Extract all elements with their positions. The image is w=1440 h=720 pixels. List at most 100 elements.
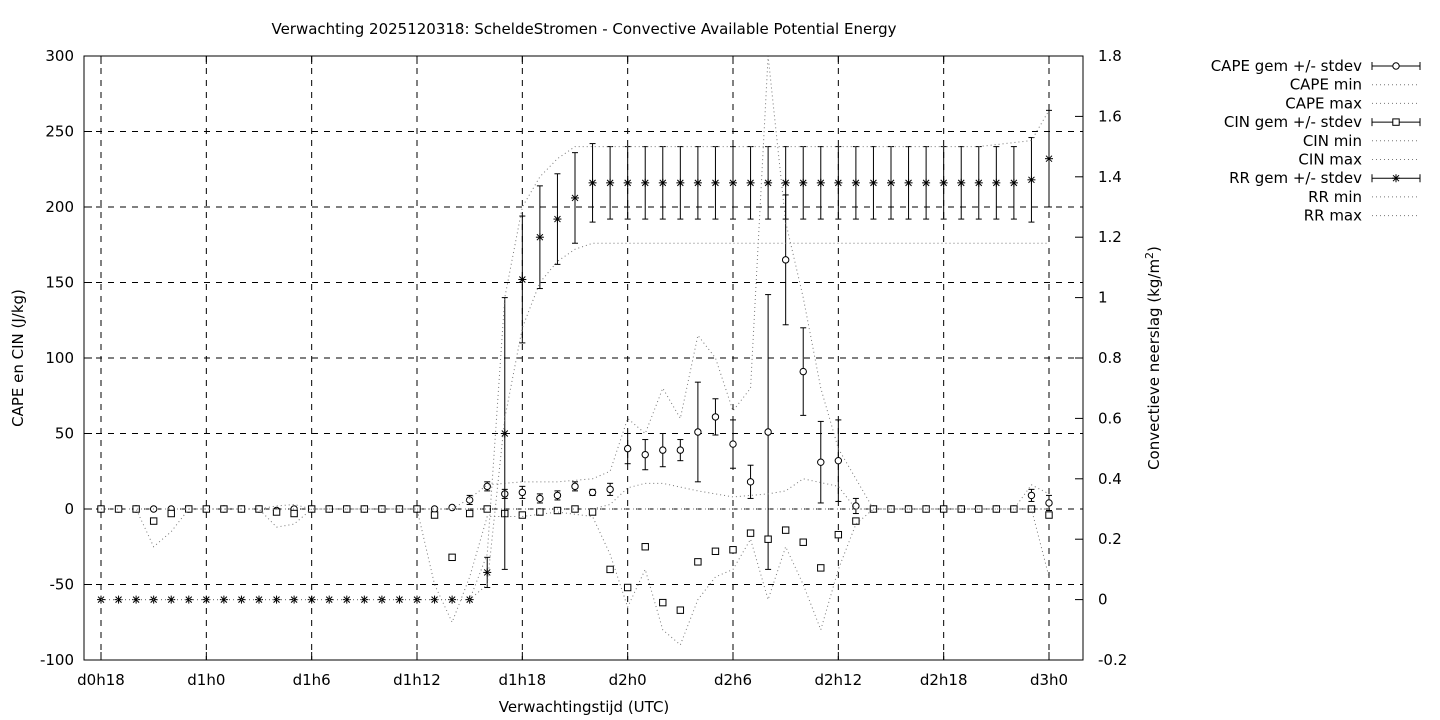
star-stroke — [343, 596, 351, 603]
data-point — [746, 529, 755, 537]
data-point — [606, 565, 614, 574]
data-point — [764, 535, 772, 543]
data-point — [957, 178, 966, 187]
data-point — [746, 478, 755, 486]
data-point — [588, 488, 597, 497]
data-point — [290, 509, 298, 518]
star-stroke — [167, 596, 175, 603]
y2-tick-label: 1.8 — [1098, 47, 1122, 65]
data-point — [711, 547, 720, 555]
data-point — [290, 595, 299, 604]
star-stroke — [799, 179, 807, 187]
y2-tick-label: 1.6 — [1098, 107, 1122, 125]
star-stroke — [290, 596, 298, 603]
legend-label: RR max — [1304, 207, 1362, 225]
star-stroke — [624, 179, 632, 187]
x-tick-label: d1h0 — [187, 671, 225, 689]
y2-axis-label-main: Convectieve neerslag (kg/m — [1145, 259, 1163, 470]
star-stroke — [852, 179, 860, 187]
y-tick-label: 200 — [45, 198, 74, 216]
data-point — [606, 178, 615, 187]
x-axis-label: Verwachtingstijd (UTC) — [499, 698, 670, 716]
y2-tick-label: 1 — [1098, 289, 1108, 307]
data-point — [711, 413, 720, 421]
y2-axis-label: Convectieve neerslag (kg/m2) — [1143, 246, 1163, 470]
star-stroke — [185, 596, 193, 603]
x-tick-label: d1h12 — [393, 671, 441, 689]
star-stroke — [431, 596, 438, 603]
data-point — [781, 526, 790, 534]
cape-max-line — [101, 55, 1050, 510]
data-point — [1027, 175, 1036, 184]
data-point — [184, 595, 193, 604]
star-stroke — [957, 179, 965, 187]
y-tick-label: -50 — [50, 576, 75, 594]
data-point — [571, 505, 579, 513]
data-point — [658, 178, 667, 187]
y2-tick-label: 0.4 — [1098, 470, 1122, 488]
data-point — [694, 428, 702, 436]
star-stroke — [255, 596, 263, 603]
data-point — [255, 505, 263, 513]
data-point — [588, 178, 597, 187]
data-point — [887, 178, 895, 187]
legend-label: RR min — [1308, 188, 1362, 206]
data-point — [852, 517, 860, 525]
y2-tick-label: 0.6 — [1098, 409, 1122, 427]
y-axis-label: CAPE en CIN (J/kg) — [9, 289, 27, 427]
legend-label: CIN max — [1298, 151, 1362, 169]
legend-entry: CIN min — [1303, 132, 1420, 150]
star-stroke — [536, 233, 544, 241]
legend-entry: CAPE gem +/- stdev — [1211, 57, 1421, 75]
star-stroke — [1010, 179, 1018, 187]
data-point — [465, 496, 474, 504]
data-point — [623, 178, 632, 187]
data-point — [114, 595, 123, 604]
data-point — [904, 178, 913, 187]
data-point — [939, 178, 948, 187]
data-point — [219, 595, 228, 604]
rr-max-series — [101, 110, 1050, 601]
data-point — [272, 508, 281, 516]
data-point — [851, 178, 860, 187]
star-stroke — [1045, 155, 1053, 163]
cape-gem-stdev-series — [97, 194, 1053, 570]
y2-axis-label-sup: 2 — [1143, 252, 1156, 259]
legend-label: RR gem +/- stdev — [1229, 169, 1362, 187]
data-point — [1027, 491, 1036, 500]
star-stroke — [940, 179, 948, 187]
data-point — [641, 178, 650, 187]
star-stroke — [729, 179, 737, 187]
data-point — [430, 595, 439, 604]
star-stroke — [641, 179, 649, 187]
star-stroke — [501, 430, 509, 437]
legend-marker — [1392, 118, 1400, 126]
data-point — [711, 178, 720, 187]
data-point — [834, 178, 843, 187]
data-point — [1009, 178, 1018, 187]
y2-tick-label: 1.4 — [1098, 168, 1122, 186]
y-tick-label: 300 — [45, 47, 74, 65]
data-point — [992, 178, 1001, 187]
data-point — [799, 367, 807, 376]
data-point — [1045, 499, 1053, 507]
data-point — [746, 178, 755, 187]
rr-min-line — [101, 242, 1049, 601]
cin-min-series — [101, 508, 1050, 646]
data-point — [641, 543, 649, 551]
data-point — [729, 440, 737, 448]
cape-min-line — [101, 478, 1049, 510]
cape-max-series — [101, 55, 1050, 510]
data-point — [623, 444, 632, 453]
legend-marker — [1392, 62, 1400, 70]
data-point — [799, 178, 808, 187]
legend-entry: CIN gem +/- stdev — [1224, 113, 1421, 131]
data-point — [676, 606, 685, 614]
x-tick-label: d2h18 — [920, 671, 968, 689]
star-stroke — [817, 179, 825, 187]
star-stroke — [589, 179, 596, 187]
star-stroke — [396, 596, 403, 603]
legend-label: CAPE gem +/- stdev — [1211, 57, 1362, 75]
